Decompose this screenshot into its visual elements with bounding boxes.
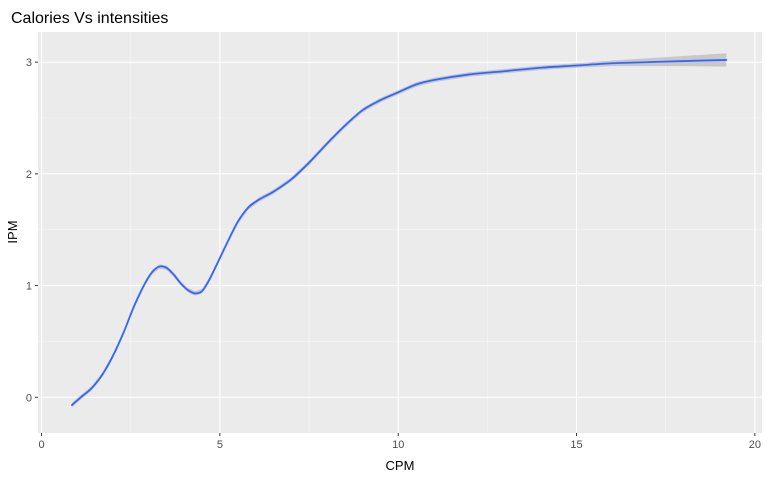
x-axis-title: CPM — [386, 458, 415, 473]
y-axis-title: IPM — [5, 220, 20, 243]
series-line-layer — [70, 59, 728, 406]
grid-lines — [38, 32, 762, 433]
x-tick-label: 10 — [392, 439, 404, 451]
plot-panel — [38, 32, 762, 433]
y-tick-label: 0 — [26, 392, 32, 404]
x-tick-label: 15 — [570, 439, 582, 451]
x-tick-label: 5 — [217, 439, 223, 451]
x-tick-label: 0 — [39, 439, 45, 451]
x-tick-label: 20 — [749, 439, 761, 451]
series-line — [70, 59, 728, 406]
y-tick-label: 1 — [26, 281, 32, 293]
y-tick-label: 2 — [26, 169, 32, 181]
x-axis-ticks: 0 5 10 15 20 — [39, 433, 761, 451]
y-tick-label: 3 — [26, 57, 32, 69]
chart-title: Calories Vs intensities — [11, 10, 168, 27]
y-axis-ticks: 0 1 2 3 — [26, 57, 38, 404]
